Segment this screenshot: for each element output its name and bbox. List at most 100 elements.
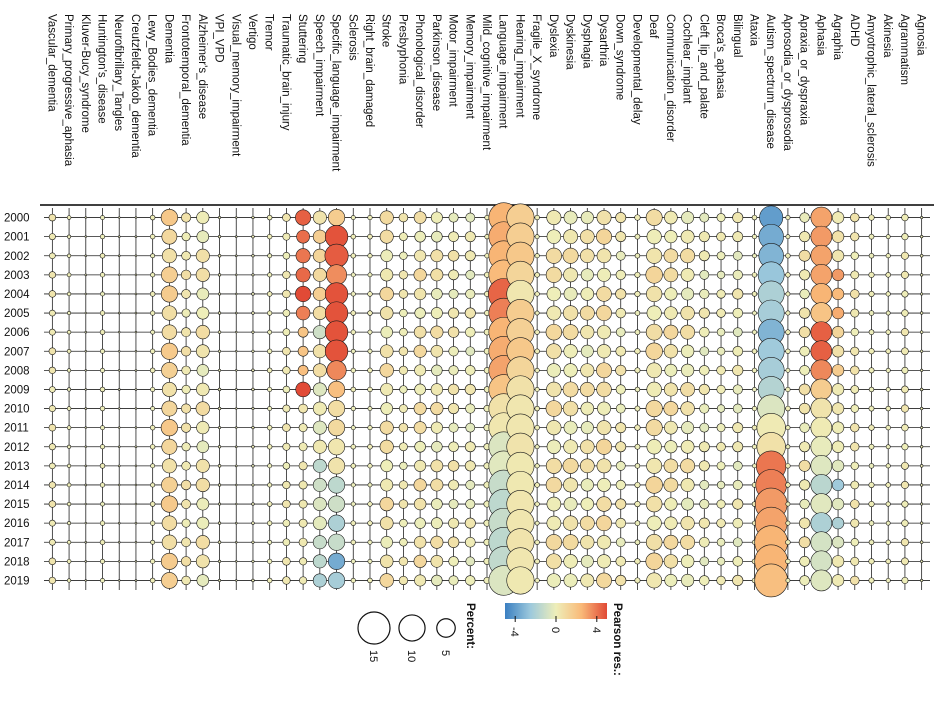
bubble-vascular-dementia-2017	[49, 538, 56, 546]
bubble-specific-language-impairment-2008	[326, 360, 347, 381]
bubble-dyskinesia-2010	[562, 400, 579, 417]
column-label-autism-spectrum-disease: Autism_spectrum_disease	[764, 14, 776, 149]
bubble-alzheimer-s-disease-2010	[195, 401, 210, 416]
bubble-dyskinesia-2007	[563, 344, 578, 359]
bubble-ataxia-2009	[752, 387, 757, 392]
bubble-motor-impairment-2004	[448, 288, 459, 299]
column-label-specific-language-impairment: Specific_language_impairment	[330, 14, 342, 172]
bubble-fragile-x-syndrome-2012	[534, 444, 540, 450]
bubble-traumatic-brain-injury-2005	[282, 309, 291, 317]
bubble-huntington-s-disease-2011	[100, 425, 105, 431]
bubble-speech-impairment-2002	[312, 248, 327, 263]
bubble-vpi-vpd-2019	[218, 578, 222, 582]
bubble-aprosodia-or-dysprosodia-2012	[785, 444, 791, 450]
bubble-dysphagia-2014	[580, 478, 594, 492]
bubble-cleft-lip-and-palate-2007	[699, 346, 710, 357]
bubble-aprosodia-or-dysprosodia-2006	[785, 329, 791, 335]
bubble-vertigo-2006	[251, 330, 255, 334]
bubble-agrammatism-2012	[901, 443, 909, 451]
row-labels: 2000 2001 2002 2003 2004 2005 2006 2007 2008 2009…	[4, 213, 30, 588]
bubble-dysphagia-2007	[580, 344, 594, 358]
bubble-developmental-delay-2008	[634, 367, 641, 374]
bubble-stroke-2006	[380, 325, 393, 339]
bubble-specific-language-impairment-2015	[327, 495, 346, 513]
bubble-memory-impairment-2017	[464, 536, 476, 548]
bubble-vascular-dementia-2005	[49, 309, 56, 317]
bubble-apraxia-or-dyspraxia-2019	[799, 575, 810, 586]
bubble-cleft-lip-and-palate-2013	[698, 460, 710, 472]
bubble-primary-progressive-aphasia-2006	[66, 329, 72, 335]
bubble-deaf-2005	[646, 305, 662, 321]
bubble-presbyphonia-2011	[398, 422, 409, 433]
bubble-apraxia-or-dyspraxia-2001	[799, 231, 811, 243]
bubble-deaf-2018	[645, 552, 663, 571]
bubble-alzheimer-s-disease-2001	[196, 230, 210, 243]
bubble-adhd-2009	[850, 385, 860, 394]
bubble-speech-impairment-2005	[312, 306, 327, 321]
bubble-vpi-vpd-2003	[217, 273, 222, 277]
bubble-traumatic-brain-injury-2002	[282, 252, 291, 260]
bubble-dementia-2018	[160, 552, 178, 570]
bubble-agnosia-2013	[919, 464, 924, 468]
bubble-parkinson-disease-2007	[430, 344, 444, 358]
bubble-communication-disorder-2014	[663, 477, 679, 493]
bubble-stroke-2012	[379, 439, 394, 454]
bubble-speech-impairment-2012	[312, 439, 327, 454]
bubble-agraphia-2013	[831, 459, 845, 472]
bubble-dyslexia-2000	[546, 210, 562, 226]
legend-size-circle-5	[436, 618, 456, 638]
bubble-memory-impairment-2015	[465, 499, 476, 510]
bubble-huntington-s-disease-2010	[99, 405, 106, 412]
bubble-cochlear-implant-2005	[680, 305, 695, 321]
bubble-dysphagia-2011	[580, 421, 594, 435]
bubble-apraxia-or-dyspraxia-2013	[798, 459, 811, 472]
bubble-down-syndrome-2004	[615, 288, 627, 300]
bubble-cleft-lip-and-palate-2014	[699, 480, 710, 490]
bubble-dysarthria-2010	[597, 401, 611, 416]
bubble-dementia-2017	[161, 534, 177, 550]
bubble-vpi-vpd-2017	[217, 540, 222, 544]
bubble-fragile-x-syndrome-2009	[534, 387, 540, 392]
row-label-2017: 2017	[4, 537, 30, 549]
bubble-traumatic-brain-injury-2009	[282, 385, 291, 394]
bubble-vascular-dementia-2008	[48, 366, 56, 374]
bubble-right-brain-damaged-2002	[367, 253, 373, 259]
bubble-communication-disorder-2017	[663, 534, 679, 550]
bubble-memory-impairment-2007	[465, 346, 476, 357]
bubble-ataxia-2011	[751, 424, 758, 431]
bubble-phonological-disorder-2005	[414, 307, 426, 319]
bubble-dyslexia-2015	[546, 496, 562, 512]
bubble-agrammatism-2007	[901, 347, 909, 356]
bubble-primary-progressive-aphasia-2017	[66, 540, 72, 545]
bubble-creutzfeldt-jakob-dementia-2009	[134, 388, 138, 391]
bubble-dysarthria-2001	[596, 228, 612, 245]
column-label-adhd: ADHD	[848, 14, 860, 47]
bubble-developmental-delay-2004	[634, 290, 641, 298]
bubble-speech-impairment-2018	[312, 554, 327, 569]
row-label-2010: 2010	[4, 404, 30, 416]
bubble-dysphagia-2017	[580, 535, 595, 550]
bubble-agnosia-2017	[919, 540, 924, 544]
bubble-dysphagia-2000	[580, 211, 594, 225]
bubble-sclerosis-2017	[350, 539, 356, 545]
bubble-broca-s-aphasia-2004	[716, 289, 726, 299]
bubble-tremor-2005	[267, 310, 273, 316]
bubble-down-syndrome-2006	[615, 327, 626, 337]
bubble-tremor-2001	[267, 233, 273, 240]
column-label-dementia: Dementia	[162, 14, 174, 64]
bubble-down-syndrome-2014	[615, 479, 626, 490]
bubble-cleft-lip-and-palate-2000	[699, 212, 710, 223]
bubble-cleft-lip-and-palate-2003	[699, 269, 710, 280]
bubble-akinesia-2013	[885, 463, 891, 469]
bubble-aphasia-2002	[810, 244, 833, 267]
bubble-developmental-delay-2013	[634, 463, 641, 469]
column-label-hearing-impairment: Hearing_impairment	[513, 14, 525, 118]
bubble-visual-memory-impairment-2017	[235, 540, 238, 544]
column-label-aprosodia-or-dysprosodia: Aprosodia_or_dysprosodia	[781, 14, 793, 151]
bubble-parkinson-disease-2017	[430, 535, 444, 549]
bubble-dyskinesia-2004	[563, 287, 578, 301]
bubble-agrammatism-2002	[900, 251, 909, 260]
bubble-bilingual-2013	[732, 460, 743, 471]
bubble-huntington-s-disease-2019	[100, 578, 105, 583]
bubble-phonological-disorder-2001	[414, 230, 426, 243]
